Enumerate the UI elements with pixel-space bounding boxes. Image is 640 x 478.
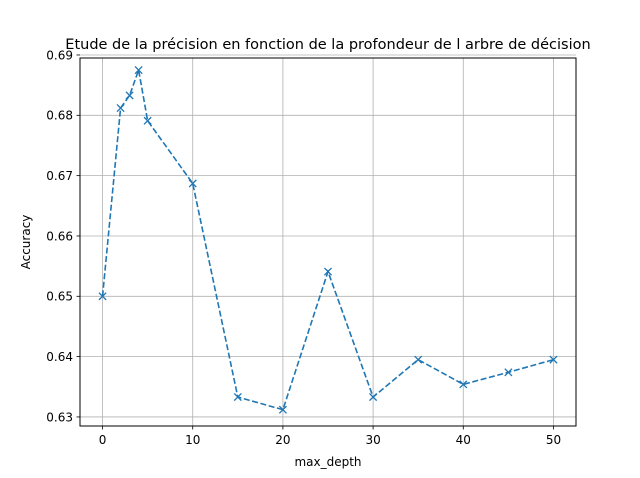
y-tick-label: 0.65 — [46, 290, 73, 304]
y-axis-label: Accuracy — [19, 215, 33, 270]
series-layer — [98, 66, 558, 414]
grid-layer — [80, 54, 576, 426]
y-tick-label: 0.64 — [46, 350, 73, 364]
data-point-marker — [369, 392, 378, 402]
x-tick-label: 40 — [456, 433, 471, 447]
x-tick-label: 0 — [99, 433, 107, 447]
y-tick-label: 0.63 — [46, 410, 73, 424]
data-point-marker — [188, 179, 197, 188]
y-tick-label: 0.67 — [46, 169, 73, 183]
data-point-marker — [323, 267, 333, 276]
x-tick-label: 30 — [365, 433, 380, 447]
data-point-marker — [459, 380, 468, 389]
plot-area-frame — [79, 57, 577, 427]
data-point-marker — [125, 91, 134, 100]
data-point-marker — [134, 66, 143, 75]
tick-layer: 0 10 20 30 40 50 0.63 0.64 0.65 0.66 0.67 0.68 0.69 — [46, 48, 561, 447]
x-axis-label: max_depth — [294, 455, 361, 469]
y-tick-label: 0.68 — [46, 109, 73, 123]
data-point-marker — [414, 355, 423, 364]
data-point-marker — [116, 104, 125, 113]
x-tick-label: 10 — [185, 433, 200, 447]
y-tick-label: 0.69 — [46, 48, 73, 62]
y-tick-label: 0.66 — [46, 229, 73, 243]
data-point-marker — [504, 368, 513, 377]
data-point-marker — [549, 355, 558, 364]
x-tick-label: 50 — [546, 433, 561, 447]
data-point-marker — [143, 116, 152, 125]
data-point-marker — [98, 292, 107, 301]
series-line — [101, 66, 554, 411]
data-point-marker — [233, 392, 242, 402]
data-point-marker — [278, 405, 287, 414]
x-tick-label: 20 — [275, 433, 290, 447]
chart-title: Etude de la précision en fonction de la … — [65, 37, 590, 53]
